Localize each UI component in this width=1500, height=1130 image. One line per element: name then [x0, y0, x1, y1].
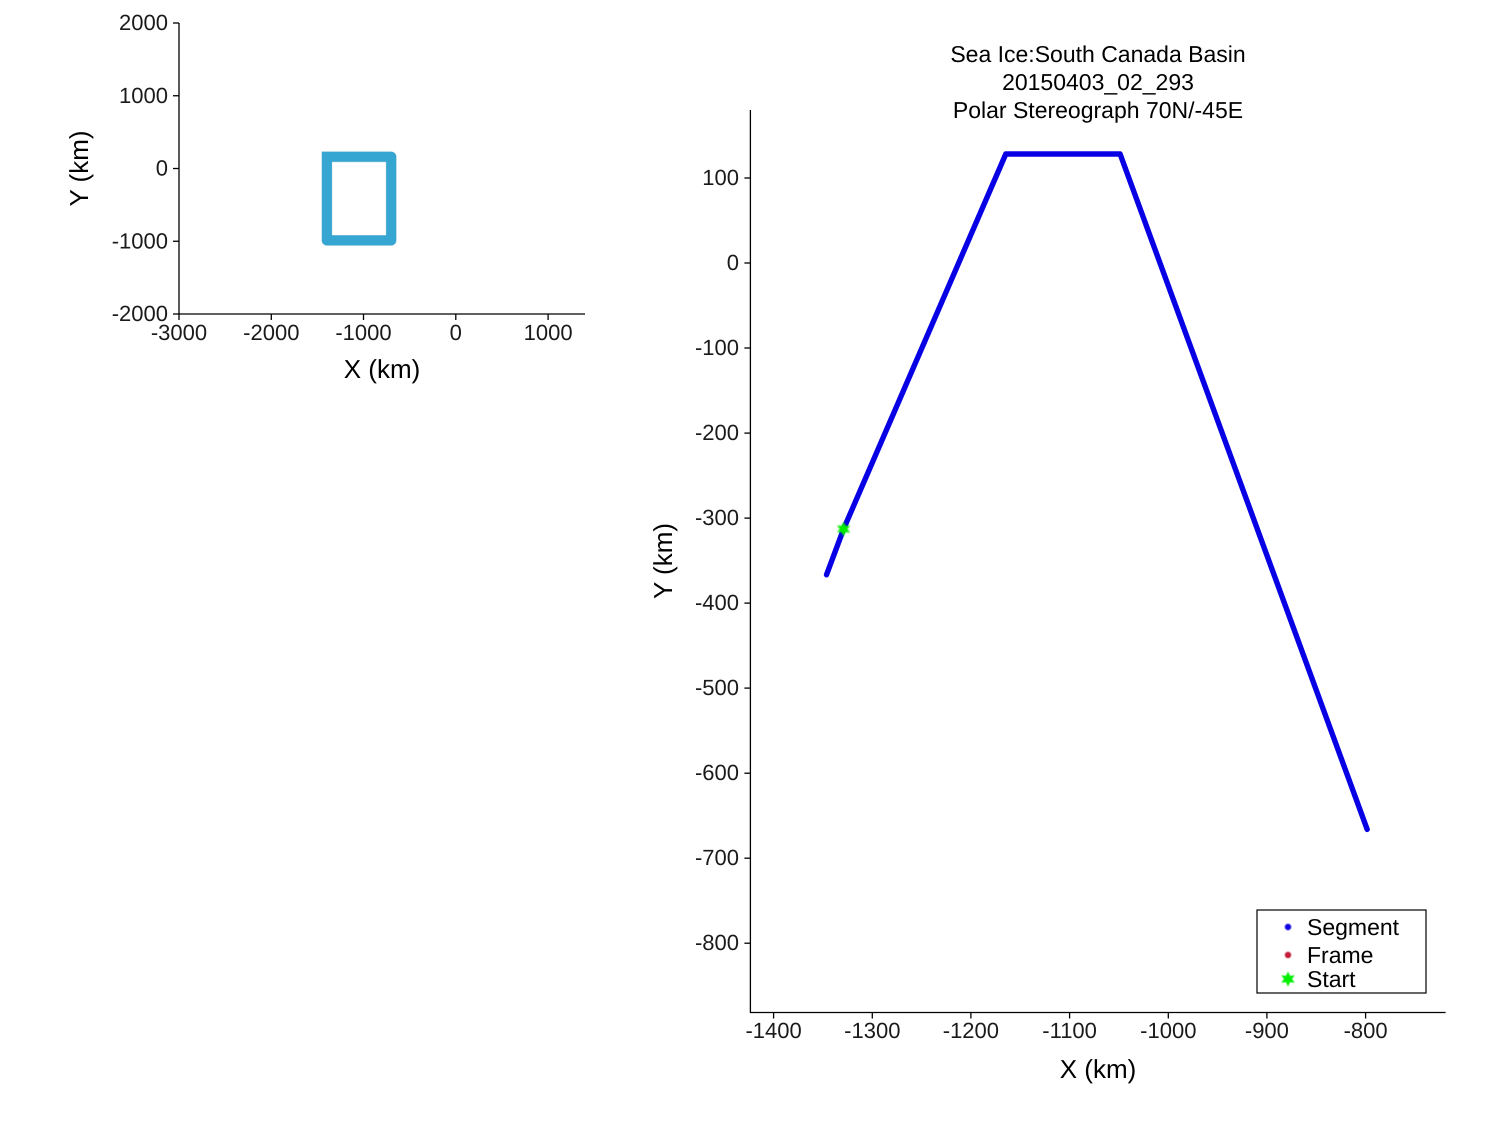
svg-text:-100: -100: [695, 335, 739, 360]
svg-text:1000: 1000: [524, 320, 573, 345]
svg-text:-1100: -1100: [1042, 1018, 1097, 1043]
svg-text:Start: Start: [1307, 966, 1356, 992]
svg-text:-1200: -1200: [943, 1018, 999, 1043]
svg-text:-400: -400: [695, 590, 739, 615]
svg-text:-1000: -1000: [112, 228, 168, 253]
svg-text:-1300: -1300: [844, 1018, 900, 1043]
svg-text:Frame: Frame: [1307, 942, 1373, 968]
svg-text:-800: -800: [695, 930, 739, 955]
svg-text:-1400: -1400: [745, 1018, 801, 1043]
svg-text:2000: 2000: [119, 10, 168, 35]
svg-text:Y (km): Y (km): [64, 130, 94, 206]
svg-text:X (km): X (km): [1060, 1054, 1137, 1084]
svg-text:-1000: -1000: [1140, 1018, 1196, 1043]
svg-text:-200: -200: [695, 420, 739, 445]
svg-text:-900: -900: [1245, 1018, 1289, 1043]
svg-text:Segment: Segment: [1307, 914, 1400, 940]
svg-text:-800: -800: [1344, 1018, 1388, 1043]
svg-text:0: 0: [450, 320, 462, 345]
svg-text:-500: -500: [695, 675, 739, 700]
svg-text:-1000: -1000: [335, 320, 391, 345]
svg-text:20150403_02_293: 20150403_02_293: [1002, 69, 1194, 95]
svg-text:-600: -600: [695, 760, 739, 785]
svg-text:-300: -300: [695, 505, 739, 530]
svg-text:Polar Stereograph 70N/-45E: Polar Stereograph 70N/-45E: [953, 97, 1243, 123]
svg-text:0: 0: [727, 250, 739, 275]
svg-text:100: 100: [702, 165, 739, 190]
svg-text:0: 0: [156, 156, 168, 181]
svg-text:X (km): X (km): [344, 354, 421, 384]
svg-text:Sea Ice:South Canada Basin: Sea Ice:South Canada Basin: [950, 41, 1245, 67]
svg-text:1000: 1000: [119, 83, 168, 108]
svg-text:-2000: -2000: [112, 301, 168, 326]
svg-text:Y (km): Y (km): [648, 523, 678, 599]
svg-text:-700: -700: [695, 845, 739, 870]
svg-text:-2000: -2000: [243, 320, 299, 345]
